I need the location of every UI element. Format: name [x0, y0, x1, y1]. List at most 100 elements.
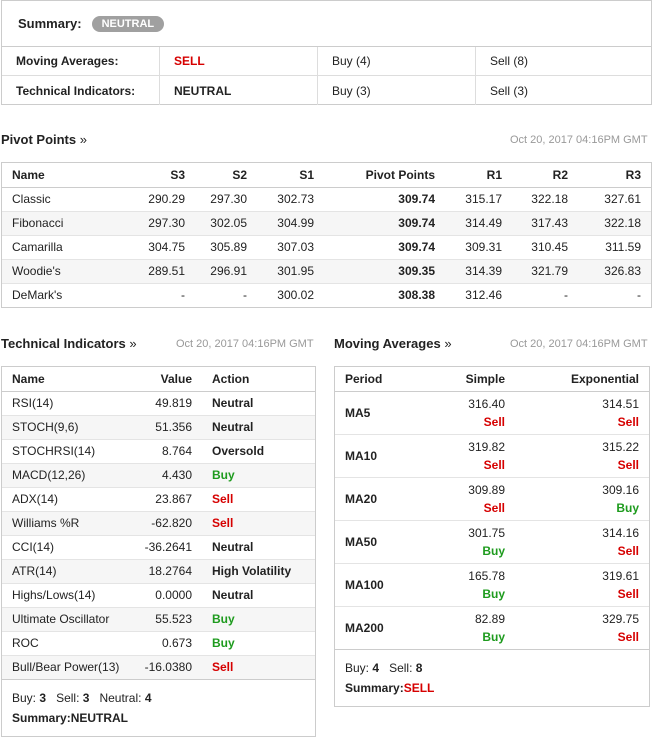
ti-value-cell: -36.2641: [130, 535, 202, 560]
pivot-value-cell: 310.45: [512, 235, 578, 260]
ma-value: 309.16: [602, 482, 639, 497]
moving-averages-table: Period Simple Exponential MA5 316.40 Sell 3…: [334, 366, 650, 707]
ma-action: Buy: [482, 586, 505, 601]
double-chevron-icon: »: [129, 336, 137, 351]
pivot-value-cell: 312.46: [465, 288, 502, 303]
pivot-value-cell: 311.59: [578, 235, 651, 260]
ma-value: 314.51: [602, 396, 639, 411]
ti-action-cell: Buy: [202, 607, 315, 632]
ma-period-cell: MA50: [335, 520, 431, 564]
pivot-name-cell: DeMark's: [12, 288, 63, 303]
ti-name-cell: Bull/Bear Power(13): [2, 655, 130, 679]
table-row: MA100 165.78 Buy 319.61 Sell: [335, 563, 649, 607]
ma-sell-count: 8: [415, 661, 423, 675]
pivot-value-cell: 300.02: [277, 288, 314, 303]
moving-averages-title-link[interactable]: Moving Averages »: [334, 336, 452, 351]
ti-action-cell: Neutral: [202, 415, 315, 440]
ti-header-row: Name Value Action: [2, 367, 315, 392]
summary-panel: Summary: NEUTRAL Moving Averages: SELL B…: [1, 0, 652, 105]
summary-row-technical-indicators: Technical Indicators: NEUTRAL Buy (3) Se…: [2, 76, 651, 105]
ma-action: Buy: [482, 543, 505, 558]
ti-value-cell: 4.430: [130, 463, 202, 488]
pivot-value-cell: 309.31: [445, 235, 512, 260]
pivot-value-cell: 297.30: [98, 211, 195, 236]
col-header: Period: [335, 367, 431, 392]
table-row: ROC 0.673 Buy: [2, 631, 315, 656]
moving-averages-date: Oct 20, 2017 04:16PM GMT: [510, 338, 648, 350]
ma-value: 301.75: [468, 525, 505, 540]
table-row: STOCH(9,6) 51.356 Neutral: [2, 415, 315, 440]
ti-action-cell: Neutral: [202, 583, 315, 608]
summary-row-name: Technical Indicators:: [2, 76, 160, 105]
table-row: Highs/Lows(14) 0.0000 Neutral: [2, 583, 315, 608]
ma-period-cell: MA10: [335, 434, 431, 478]
ti-action-cell: Sell: [202, 655, 315, 679]
ti-value-cell: -62.820: [130, 511, 202, 536]
ma-simple-cell: 319.82 Sell: [431, 434, 515, 478]
ti-action-cell: High Volatility: [202, 559, 315, 584]
ti-value-cell: 8.764: [130, 439, 202, 464]
technical-indicators-date: Oct 20, 2017 04:16PM GMT: [176, 338, 314, 350]
pivot-value-cell: -: [637, 288, 641, 303]
table-row: Williams %R -62.820 Sell: [2, 511, 315, 536]
pivot-value-cell: 289.51: [98, 259, 195, 284]
ti-value-cell: 51.356: [130, 415, 202, 440]
pivot-value-cell: -: [181, 288, 185, 303]
pivot-value-cell: 322.18: [578, 211, 651, 236]
ma-value: 82.89: [474, 611, 505, 626]
col-header: Exponential: [515, 367, 649, 392]
ma-exp-cell: 315.22 Sell: [515, 434, 649, 478]
table-row: MACD(12,26) 4.430 Buy: [2, 463, 315, 488]
ma-action: Sell: [617, 457, 639, 472]
ma-summary: Summary:SELL: [345, 678, 639, 698]
pivot-name-cell: Woodie's: [2, 259, 98, 284]
summary-label: Summary:: [18, 16, 82, 31]
ma-exp-cell: 319.61 Sell: [515, 563, 649, 607]
pivot-value-cell: 309.74: [324, 187, 445, 212]
ti-value-cell: 18.2764: [130, 559, 202, 584]
pivot-points-table: Name S3 S2 S1 Pivot Points R1 R2 R3 Clas…: [1, 162, 652, 308]
pivot-value-cell: 309.74: [324, 211, 445, 236]
ti-sell-label: Sell:: [56, 691, 80, 705]
ti-name-cell: ADX(14): [2, 487, 130, 512]
ma-action: Sell: [617, 543, 639, 558]
ma-action: Sell: [483, 500, 505, 515]
ma-value: 316.40: [468, 396, 505, 411]
ti-name-cell: ROC: [2, 631, 130, 656]
ma-action: Buy: [616, 500, 639, 515]
pivot-value-cell: 301.95: [257, 259, 324, 284]
ti-buy-label: Buy:: [12, 691, 37, 705]
pivot-header-row: Name S3 S2 S1 Pivot Points R1 R2 R3: [2, 163, 651, 188]
ti-action-cell: Neutral: [202, 391, 315, 416]
ma-value: 165.78: [468, 568, 505, 583]
ma-simple-cell: 309.89 Sell: [431, 477, 515, 521]
pivot-value-cell: 315.17: [445, 187, 512, 212]
table-row: MA20 309.89 Sell 309.16 Buy: [335, 477, 649, 521]
technical-indicators-title-link[interactable]: Technical Indicators »: [1, 336, 137, 351]
pivot-value-cell: 308.38: [398, 288, 435, 303]
ti-name-cell: CCI(14): [2, 535, 130, 560]
table-row: CCI(14) -36.2641 Neutral: [2, 535, 315, 560]
pivot-value-cell: 297.30: [195, 187, 257, 212]
ma-value: 329.75: [602, 611, 639, 626]
table-row: ATR(14) 18.2764 High Volatility: [2, 559, 315, 584]
pivot-value-cell: 322.18: [512, 187, 578, 212]
table-row: MA50 301.75 Buy 314.16 Sell: [335, 520, 649, 564]
ma-exp-cell: 329.75 Sell: [515, 606, 649, 649]
pivot-value-cell: 290.29: [98, 187, 195, 212]
ma-simple-cell: 82.89 Buy: [431, 606, 515, 649]
pivot-name-cell: Fibonacci: [2, 211, 98, 236]
ti-counts: Buy: 3 Sell: 3 Neutral: 4: [12, 688, 305, 708]
col-header: S1: [257, 163, 324, 188]
pivot-value-cell: 317.43: [512, 211, 578, 236]
table-row: MA10 319.82 Sell 315.22 Sell: [335, 434, 649, 478]
col-header: Action: [202, 367, 315, 392]
ma-period-cell: MA200: [345, 620, 384, 635]
pivot-value-cell: 314.39: [445, 259, 512, 284]
col-header: S3: [98, 163, 195, 188]
pivot-points-title-link[interactable]: Pivot Points »: [1, 132, 87, 147]
summary-row-moving-averages: Moving Averages: SELL Buy (4) Sell (8): [2, 47, 651, 76]
pivot-value-cell: 321.79: [512, 259, 578, 284]
table-row: Camarilla 304.75 305.89 307.03 309.74 309.31 3…: [2, 235, 651, 260]
ma-period-cell: MA5: [335, 391, 431, 435]
